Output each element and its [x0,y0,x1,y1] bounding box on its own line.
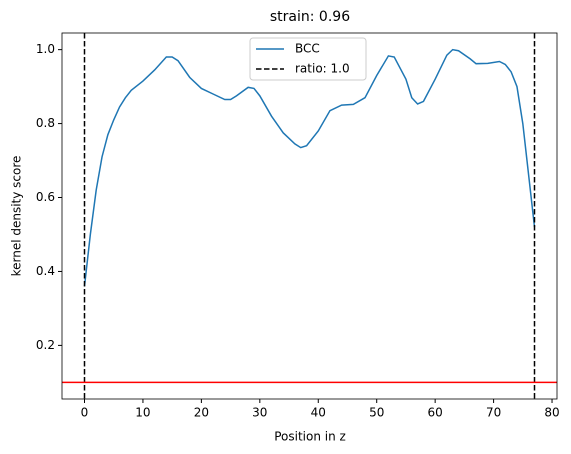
chart-title: strain: 0.96 [270,9,350,25]
y-tick-label: 0.6 [36,190,55,204]
x-axis-label: Position in z [274,430,346,444]
y-tick-label: 0.2 [36,338,55,352]
x-tick-label: 30 [252,406,267,420]
x-tick-label: 70 [486,406,501,420]
x-tick-label: 10 [135,406,150,420]
legend-label: BCC [295,42,320,56]
y-axis-label: kernel density score [10,156,24,277]
y-tick-label: 1.0 [36,42,55,56]
y-tick-label: 0.8 [36,116,55,130]
y-tick-label: 0.4 [36,264,55,278]
legend-label: ratio: 1.0 [295,62,350,76]
x-tick-label: 80 [544,406,559,420]
x-tick-label: 40 [311,406,326,420]
data-line [83,48,536,287]
x-tick-label: 50 [369,406,384,420]
x-tick-label: 20 [194,406,209,420]
x-tick-label: 60 [428,406,443,420]
x-tick-label: 0 [81,406,89,420]
plot-frame [61,32,558,400]
